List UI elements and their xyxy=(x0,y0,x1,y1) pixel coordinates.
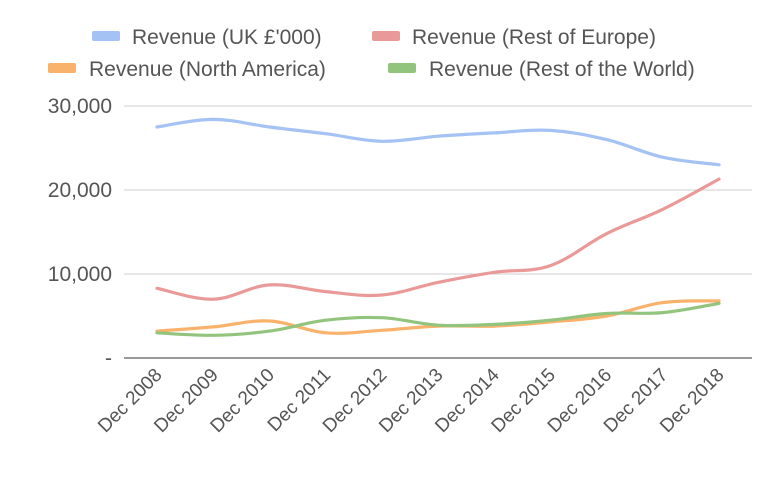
data-point xyxy=(493,131,496,134)
data-point xyxy=(155,125,158,128)
legend-label: Revenue (North America) xyxy=(89,58,326,81)
legend: Revenue (UK £'000) Revenue (Rest of Europ… xyxy=(48,26,695,81)
data-point xyxy=(155,331,158,334)
data-point xyxy=(549,129,552,132)
data-point xyxy=(717,177,720,180)
y-axis-ticks: - 10,000 20,000 30,000 xyxy=(48,95,112,370)
data-point xyxy=(436,135,439,138)
data-point xyxy=(212,325,215,328)
legend-item: Revenue (North America) xyxy=(48,58,326,81)
data-point xyxy=(268,330,271,333)
data-point xyxy=(493,323,496,326)
legend-swatch xyxy=(388,63,416,73)
data-point xyxy=(212,334,215,337)
data-point xyxy=(549,319,552,322)
legend-swatch xyxy=(372,31,400,41)
data-point xyxy=(268,125,271,128)
data-point xyxy=(324,331,327,334)
y-tick-label: 30,000 xyxy=(48,95,112,118)
series-group xyxy=(155,299,721,335)
series-group xyxy=(155,177,721,301)
y-tick-label: 10,000 xyxy=(48,263,112,286)
legend-label: Revenue (UK £'000) xyxy=(132,26,322,49)
series-line xyxy=(155,299,721,335)
data-point xyxy=(436,324,439,327)
data-point xyxy=(717,302,720,305)
legend-label: Revenue (Rest of the World) xyxy=(429,58,695,81)
data-point xyxy=(717,163,720,166)
data-point xyxy=(436,281,439,284)
series-line xyxy=(155,117,721,167)
data-point xyxy=(324,132,327,135)
data-point xyxy=(661,156,664,159)
data-point xyxy=(212,298,215,301)
data-point xyxy=(605,138,608,141)
data-point xyxy=(493,271,496,274)
data-point xyxy=(605,312,608,315)
data-point xyxy=(155,287,158,290)
legend-swatch xyxy=(48,63,76,73)
series-group xyxy=(155,301,721,337)
data-point xyxy=(380,316,383,319)
data-point xyxy=(268,319,271,322)
data-point xyxy=(380,293,383,296)
series-lines xyxy=(155,117,721,337)
legend-item: Revenue (Rest of Europe) xyxy=(372,26,656,49)
y-tick-label: 20,000 xyxy=(48,179,112,202)
legend-item: Revenue (UK £'000) xyxy=(92,26,322,49)
data-point xyxy=(380,329,383,332)
legend-item: Revenue (Rest of the World) xyxy=(388,58,695,81)
gridlines xyxy=(124,105,752,359)
data-point xyxy=(324,290,327,293)
legend-swatch xyxy=(92,31,120,41)
data-point xyxy=(268,283,271,286)
series-line xyxy=(155,301,721,337)
y-tick-label: - xyxy=(105,347,112,370)
data-point xyxy=(661,311,664,314)
legend-label: Revenue (Rest of Europe) xyxy=(412,26,656,49)
data-point xyxy=(661,208,664,211)
series-line xyxy=(155,177,721,301)
data-point xyxy=(324,319,327,322)
data-point xyxy=(605,232,608,235)
data-point xyxy=(661,301,664,304)
data-point xyxy=(549,264,552,267)
series-group xyxy=(155,117,721,167)
data-point xyxy=(380,140,383,143)
data-point xyxy=(212,118,215,121)
